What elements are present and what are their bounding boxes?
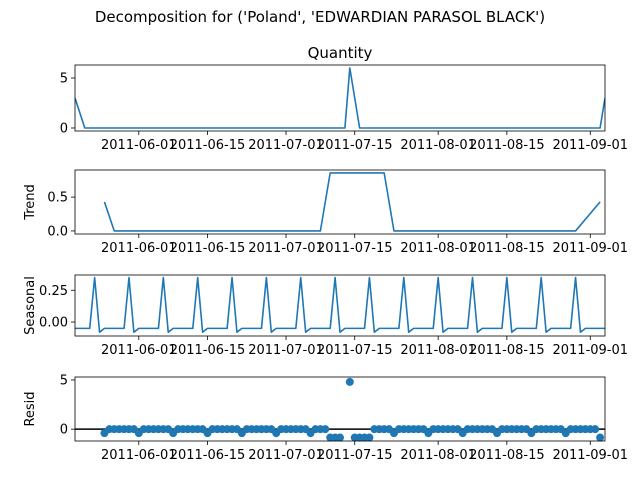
resid-xtick-label: 2011-07-15 (317, 448, 393, 463)
seasonal-xtick-label: 2011-08-15 (469, 343, 545, 358)
resid-point (365, 433, 374, 442)
trend-xtick-label: 2011-06-01 (101, 241, 177, 256)
seasonal-xtick-label: 2011-09-01 (552, 343, 628, 358)
resid-xtick-label: 2011-08-15 (469, 448, 545, 463)
seasonal-xtick-label: 2011-06-01 (101, 343, 177, 358)
observed-ytick-label: 5 (60, 72, 68, 87)
observed-xtick-label: 2011-07-01 (248, 138, 324, 153)
trend-xtick-label: 2011-09-01 (552, 241, 628, 256)
resid-ytick-label: 5 (60, 373, 68, 388)
trend-series-line (103, 172, 601, 232)
resid-ytick-label: 0 (60, 423, 68, 438)
resid-axes-frame (74, 376, 606, 442)
trend-axes-frame (74, 169, 606, 235)
observed-title: Quantity (308, 44, 373, 62)
seasonal-xtick-label: 2011-06-15 (170, 343, 246, 358)
resid-xtick-label: 2011-07-01 (248, 448, 324, 463)
observed-xtick-label: 2011-07-15 (317, 138, 393, 153)
trend-ytick-label: 0.0 (47, 224, 68, 239)
resid-xtick-label: 2011-06-01 (101, 448, 177, 463)
trend-xtick-label: 2011-06-15 (170, 241, 246, 256)
seasonal-ytick-label: 0.00 (39, 316, 68, 331)
trend-xtick-label: 2011-08-01 (400, 241, 476, 256)
resid-point (591, 425, 600, 434)
observed-xtick-label: 2011-08-15 (469, 138, 545, 153)
seasonal-xtick-label: 2011-07-15 (317, 343, 393, 358)
resid-xtick-label: 2011-09-01 (552, 448, 628, 463)
trend-xtick-label: 2011-07-15 (317, 241, 393, 256)
resid-point (321, 425, 330, 434)
figure-suptitle: Decomposition for ('Poland', 'EDWARDIAN … (95, 8, 545, 26)
seasonal-xtick-label: 2011-07-01 (248, 343, 324, 358)
observed-xtick-label: 2011-09-01 (552, 138, 628, 153)
observed-axes-frame (74, 64, 606, 132)
resid-xtick-label: 2011-06-15 (170, 448, 246, 463)
seasonal-xtick-label: 2011-08-01 (400, 343, 476, 358)
trend-ylabel: Trend (23, 184, 38, 221)
seasonal-ylabel: Seasonal (23, 276, 38, 335)
observed-xtick-label: 2011-08-01 (400, 138, 476, 153)
resid-point (596, 433, 605, 442)
observed-series-line (75, 67, 605, 129)
observed-ytick-label: 0 (60, 122, 68, 137)
resid-point (336, 433, 344, 442)
trend-ytick-label: 0.5 (47, 191, 68, 206)
observed-xtick-label: 2011-06-15 (170, 138, 246, 153)
seasonal-axes-frame (74, 274, 606, 337)
observed-xtick-label: 2011-06-01 (101, 138, 177, 153)
seasonal-series-line (75, 276, 605, 333)
resid-ylabel: Resid (23, 391, 38, 426)
trend-xtick-label: 2011-07-01 (248, 241, 324, 256)
resid-point (345, 377, 354, 386)
seasonal-ytick-label: 0.25 (39, 284, 68, 299)
resid-xtick-label: 2011-08-01 (400, 448, 476, 463)
trend-xtick-label: 2011-08-15 (469, 241, 545, 256)
